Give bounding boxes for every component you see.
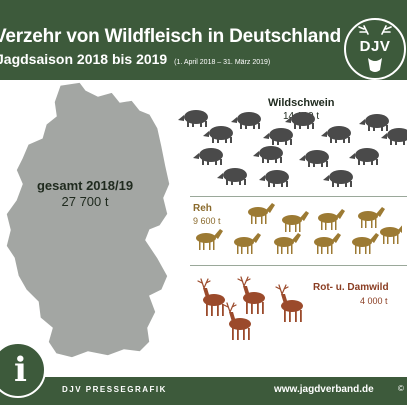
wild-boar-icon bbox=[231, 112, 261, 129]
roe-deer-icon bbox=[380, 223, 402, 244]
red-deer-label: Rot- u. Damwild bbox=[313, 282, 389, 293]
wild-boar-icon bbox=[359, 114, 389, 131]
info-icon: i bbox=[0, 342, 46, 398]
wild-boar-icon bbox=[321, 126, 351, 143]
wild-boar-icon bbox=[381, 128, 407, 145]
roe-deer-icon bbox=[318, 209, 345, 230]
header-bar: Verzehr von Wildfleisch in Deutschland J… bbox=[0, 0, 407, 80]
red-deer-icon bbox=[197, 278, 226, 317]
roe-deer-icon bbox=[196, 229, 223, 250]
section-divider bbox=[190, 265, 407, 266]
roe-deer-icon bbox=[314, 233, 341, 254]
footer-press-label: DJV PRESSEGRAFIK bbox=[62, 385, 167, 394]
wild-boar-icon bbox=[253, 146, 283, 163]
wild-boar-icon bbox=[299, 150, 329, 167]
wild-boar-icon bbox=[259, 170, 289, 187]
red-deer-icon-group bbox=[197, 276, 304, 341]
wild-boar-icon bbox=[203, 126, 233, 143]
red-deer-icon bbox=[275, 284, 304, 323]
roe-deer-icon bbox=[282, 211, 309, 232]
roe-deer-value: 9 600 t bbox=[193, 216, 221, 226]
wild-boar-label: Wildschwein bbox=[268, 97, 335, 109]
roe-deer-icon bbox=[248, 203, 275, 224]
germany-total-value: 27 700 t bbox=[61, 194, 109, 209]
roe-deer-icon bbox=[274, 233, 301, 254]
roe-deer-label: Reh bbox=[193, 203, 212, 214]
wild-boar-icon bbox=[323, 170, 353, 187]
roe-deer-icon bbox=[358, 207, 385, 228]
wild-boar-icon bbox=[349, 148, 379, 165]
red-deer-icon bbox=[237, 276, 266, 315]
page-title: Verzehr von Wildfleisch in Deutschland bbox=[0, 26, 341, 47]
germany-map-shape bbox=[5, 81, 171, 359]
wild-boar-icon bbox=[285, 112, 315, 129]
djv-logo: DJV bbox=[344, 18, 406, 80]
logo-text: DJV bbox=[359, 38, 391, 55]
season-date-range: (1. April 2018 – 31. März 2019) bbox=[174, 59, 271, 66]
section-divider bbox=[190, 196, 407, 197]
deer-antlers-icon bbox=[358, 25, 392, 72]
roe-deer-icon bbox=[352, 233, 379, 254]
footer-website-link[interactable]: www.jagdverband.de bbox=[274, 384, 374, 395]
wild-boar-icon bbox=[217, 168, 247, 185]
germany-total-label: gesamt 2018/19 bbox=[36, 178, 134, 193]
wild-boar-icon bbox=[193, 148, 223, 165]
season-label: Jagdsaison 2018 bis 2019 bbox=[0, 51, 168, 67]
wild-boar-icon-group bbox=[178, 110, 407, 187]
page-subtitle: Jagdsaison 2018 bis 2019 (1. April 2018 … bbox=[0, 51, 270, 67]
roe-deer-icon bbox=[234, 233, 261, 254]
red-deer-value: 4 000 t bbox=[360, 296, 388, 306]
roe-deer-icon-group bbox=[196, 203, 402, 254]
wild-boar-icon bbox=[178, 110, 208, 127]
germany-map bbox=[0, 80, 190, 370]
wild-boar-icon bbox=[263, 128, 293, 145]
footer-copyright: © bbox=[398, 384, 404, 393]
footer-bar: DJV PRESSEGRAFIK www.jagdverband.de © bbox=[0, 377, 407, 405]
